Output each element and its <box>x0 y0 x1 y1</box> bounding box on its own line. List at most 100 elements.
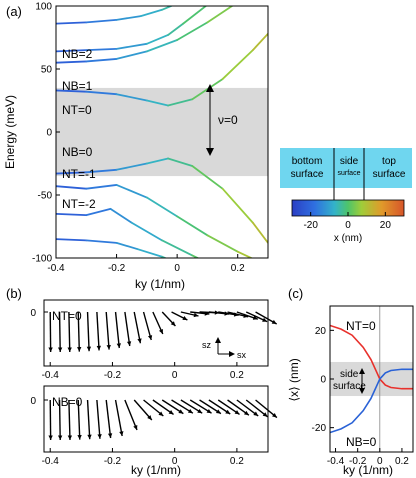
colorbar-tick-2: 20 <box>380 220 392 231</box>
band-curve-4-segment-5 <box>191 165 224 190</box>
colorbar-ticks: -20 0 20 <box>303 212 391 231</box>
lower-zero-tick: 0 <box>30 396 36 407</box>
panel-b-label: (b) <box>6 286 22 301</box>
panel-c: (c) -0.4 -0.2 0 0.2 -20 0 20 side surface NT=… <box>287 286 414 477</box>
gap-arrow-head-up <box>206 84 214 92</box>
lower-nb0-label: NB=0 <box>52 395 83 409</box>
sx-label: sx <box>237 350 247 360</box>
panel-c-label: (c) <box>288 286 303 301</box>
quiver-upper-arrows <box>48 310 278 353</box>
lower-arrowhead-3 <box>77 435 82 440</box>
lower-arrowhead-0 <box>48 435 53 440</box>
lower-arrowhead-8 <box>133 425 138 430</box>
lower-arrow-22 <box>255 399 278 419</box>
upper-x-ticks: -0.4 -0.2 0 0.2 <box>42 362 244 381</box>
upper-arrowhead-14 <box>193 312 199 318</box>
panel-b: (b) NT=0 0 -0.4 -0.2 0 0.2 sz sx NB=0 0 -0.… <box>6 286 278 477</box>
upper-arrow-3 <box>77 311 81 352</box>
sx-arrowhead <box>229 351 235 357</box>
upper-arrowhead-5 <box>96 345 102 351</box>
lower-x-tick-0: -0.4 <box>42 456 60 467</box>
upper-nt0-label: NT=0 <box>52 309 82 323</box>
upper-arrow-7 <box>114 311 120 349</box>
band-curve-5-segment-4 <box>176 215 209 237</box>
lower-arrowhead-13 <box>187 408 193 414</box>
band-curve-4-segment-3 <box>145 157 169 165</box>
lower-arrowhead-12 <box>178 409 184 414</box>
a-y-tick-4: 100 <box>35 2 52 13</box>
quiver-upper-frame <box>43 299 269 367</box>
band-curve-2-segment-3 <box>145 39 179 53</box>
band-curve-5-segment-1 <box>85 184 118 190</box>
lower-arrowhead-22 <box>272 413 277 418</box>
side-surface-label-1: side <box>340 369 359 380</box>
band-curve-0-segment-1 <box>85 18 118 24</box>
band-curve-6-segment-4 <box>161 239 194 257</box>
band-curve-4-segment-6 <box>221 187 254 224</box>
label-nb2: NB=2 <box>62 47 93 61</box>
band-curve-4-segment-4 <box>167 157 194 167</box>
band-curve-6-segment-1 <box>85 207 112 217</box>
c-x-tick-1: -0.2 <box>349 456 367 467</box>
lower-arrow-5 <box>96 399 101 439</box>
lower-arrowhead-7 <box>119 431 124 436</box>
c-nt0-label: NT=0 <box>346 319 376 333</box>
band-curve-7-segment-2 <box>115 241 139 251</box>
band-curve-5-segment-2 <box>115 184 148 199</box>
band-curve-1-segment-4 <box>167 22 185 36</box>
lower-arrow-6 <box>105 399 112 439</box>
c-y-tick-2: 20 <box>315 326 327 337</box>
top-surface-label-1: top <box>382 156 396 167</box>
band-curve-1-segment-5 <box>182 6 208 25</box>
upper-arrowhead-0 <box>48 347 53 352</box>
band-curve-2-segment-1 <box>85 58 118 63</box>
c-curves <box>330 324 413 434</box>
lower-arrowhead-21 <box>262 412 268 417</box>
upper-x-tick-3: 0.2 <box>230 370 244 381</box>
lower-arrowhead-9 <box>147 415 152 420</box>
upper-arrowhead-22 <box>271 319 277 324</box>
a-y-ticks: -100 -50 0 50 100 <box>32 2 60 265</box>
upper-arrowhead-9 <box>137 338 142 344</box>
a-y-axis-label: Energy (meV) <box>3 95 17 169</box>
a-y-tick-2: 0 <box>46 128 52 139</box>
lower-arrowhead-6 <box>107 433 113 438</box>
lower-arrow-1 <box>58 399 61 441</box>
gap-arrow-head-down <box>206 148 214 156</box>
label-nt-2: NT=-2 <box>62 197 96 211</box>
upper-arrow-4 <box>86 311 90 352</box>
band-curve-3-segment-1 <box>85 90 118 96</box>
c-nb0-label: NB=0 <box>346 435 377 449</box>
lower-x-ticks: -0.4 -0.2 0 0.2 <box>42 448 244 467</box>
top-surface-label-2: surface <box>373 169 406 180</box>
band-curve-3-segment-3 <box>145 99 169 107</box>
lower-arrow-3 <box>77 399 81 440</box>
c-series-0 <box>330 324 413 390</box>
band-curve-6-segment-2 <box>109 207 133 224</box>
upper-arrow-5 <box>96 311 100 351</box>
upper-arrowhead-7 <box>116 343 121 348</box>
c-x-ticks: -0.4 -0.2 0 0.2 <box>327 448 409 467</box>
lower-arrowhead-4 <box>87 434 92 440</box>
upper-zero-tick: 0 <box>30 308 36 319</box>
band-curve-0-segment-2 <box>115 15 142 21</box>
band-curve-6-segment-3 <box>130 221 163 242</box>
c-y-axis-label: ⟨x⟩ (nm) <box>287 358 301 401</box>
c-x-tick-2: 0 <box>377 456 383 467</box>
band-curve-1-segment-1 <box>85 47 118 51</box>
side-surface-label-1: side <box>340 156 359 167</box>
band-curve-2-segment-0 <box>56 60 88 64</box>
upper-arrow-1 <box>58 311 61 353</box>
band-curve-7-segment-0 <box>56 238 88 242</box>
band-curve-2-segment-4 <box>176 21 209 41</box>
side-arrow-head-down <box>359 388 365 394</box>
c-y-tick-1: 0 <box>320 375 326 386</box>
upper-arrowhead-8 <box>126 341 132 346</box>
upper-arrowhead-2 <box>67 347 72 352</box>
band-curve-0-segment-4 <box>161 6 174 11</box>
c-x-tick-3: 0.2 <box>395 456 409 467</box>
a-x-tick-0: -0.4 <box>47 263 65 274</box>
a-x-ticks: -0.4 -0.2 0 0.2 <box>47 254 245 274</box>
lower-x-tick-2: 0 <box>172 456 178 467</box>
upper-arrow-2 <box>68 311 71 353</box>
